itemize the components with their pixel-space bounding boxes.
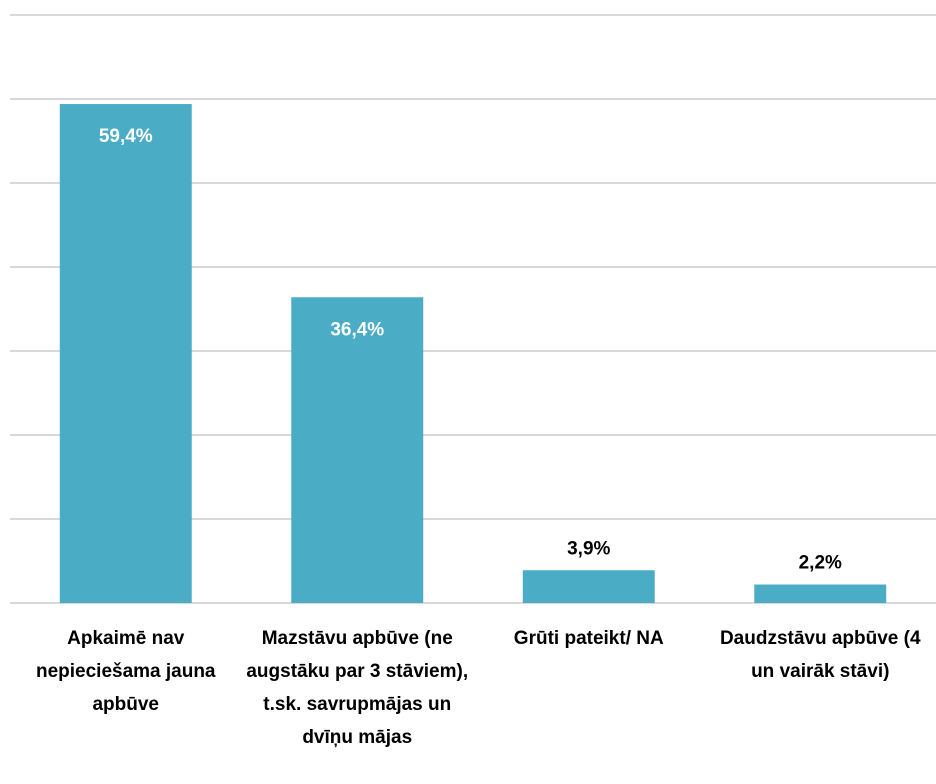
value-label: 36,4% bbox=[330, 319, 384, 340]
bar bbox=[522, 570, 655, 603]
value-label: 2,2% bbox=[799, 553, 842, 574]
value-label: 59,4% bbox=[99, 126, 153, 147]
x-tick-label: Apkaimē nav nepieciešama jauna apbūve bbox=[35, 628, 216, 715]
bar bbox=[291, 297, 424, 603]
value-label: 3,9% bbox=[567, 538, 610, 559]
x-tick-label: Daudzstāvu apbūve (4 un vairāk stāvi) bbox=[719, 628, 921, 682]
bar bbox=[59, 104, 192, 603]
x-tick-label: Mazstāvu apbūve (ne augstāku par 3 stāvi… bbox=[246, 628, 469, 748]
x-tick-label: Grūti pateikt/ NA bbox=[513, 628, 664, 649]
bar bbox=[754, 584, 887, 603]
